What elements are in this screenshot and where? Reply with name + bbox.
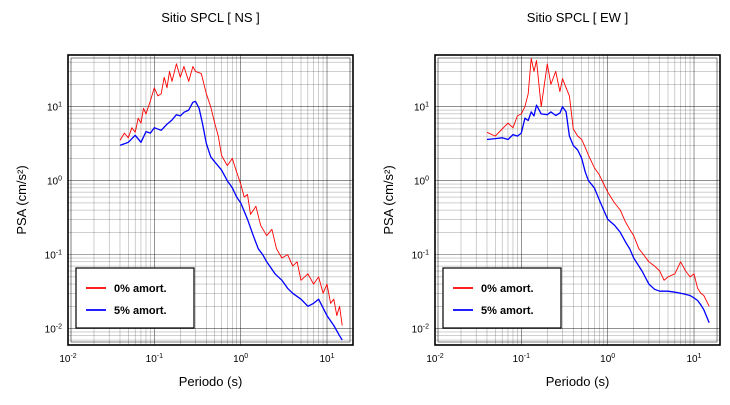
series-line-amort-0 bbox=[119, 63, 343, 326]
y-tick-label: 100 bbox=[414, 176, 429, 188]
chart-ns: 10-2 10-2 10-1 10-1 100 100 101 101 Sitio SPCL [… bbox=[14, 10, 354, 389]
x-axis-label: Periodo (s) bbox=[546, 374, 610, 389]
x-axis-label: Periodo (s) bbox=[179, 374, 243, 389]
legend-box bbox=[442, 267, 562, 329]
y-axis-label: PSA (cm/s²) bbox=[381, 165, 396, 234]
legend-label: 0% amort. bbox=[114, 283, 167, 295]
x-tick-label: 10-2 bbox=[426, 353, 443, 365]
legend: 0% amort. 5% amort. bbox=[75, 267, 195, 329]
chart-title: Sitio SPCL [ NS ] bbox=[161, 10, 260, 25]
legend-label: 5% amort. bbox=[114, 305, 167, 317]
x-tick-label: 101 bbox=[319, 353, 334, 365]
x-tick-label: 101 bbox=[686, 353, 701, 365]
y-tick-label: 10-1 bbox=[412, 250, 429, 262]
legend: 0% amort. 5% amort. bbox=[442, 267, 562, 329]
series-line-amort-0 bbox=[486, 57, 710, 307]
plot-frame bbox=[67, 54, 354, 346]
plot-frame bbox=[434, 54, 721, 346]
x-tick-label: 100 bbox=[233, 353, 248, 365]
y-tick-label: 10-2 bbox=[45, 324, 62, 336]
series-line-amort-5 bbox=[119, 100, 343, 341]
plot-inner-frame bbox=[70, 57, 351, 343]
plot-inner-frame bbox=[437, 57, 718, 343]
y-tick-label: 101 bbox=[414, 102, 429, 114]
y-tick-label: 101 bbox=[47, 102, 62, 114]
x-tick-label: 10-1 bbox=[146, 353, 163, 365]
y-tick-label: 100 bbox=[47, 176, 62, 188]
x-tick-label: 100 bbox=[600, 353, 615, 365]
y-axis-label: PSA (cm/s²) bbox=[14, 165, 29, 234]
x-tick-label: 10-2 bbox=[59, 353, 76, 365]
y-tick-label: 10-2 bbox=[412, 324, 429, 336]
series-line-amort-5 bbox=[486, 104, 710, 323]
legend-label: 5% amort. bbox=[481, 305, 534, 317]
y-tick-label: 10-1 bbox=[45, 250, 62, 262]
legend-label: 0% amort. bbox=[481, 283, 534, 295]
chart-title: Sitio SPCL [ EW ] bbox=[527, 10, 628, 25]
x-tick-label: 10-1 bbox=[513, 353, 530, 365]
chart-ew: 10-2 10-2 10-1 10-1 100 100 101 101 Sitio SPCL [… bbox=[381, 10, 721, 389]
legend-box bbox=[75, 267, 195, 329]
